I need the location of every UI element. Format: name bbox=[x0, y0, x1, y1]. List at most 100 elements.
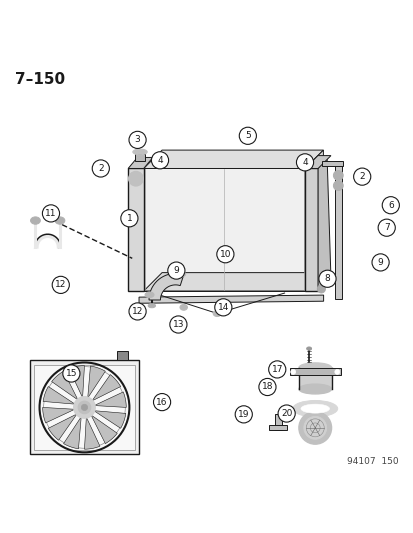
Circle shape bbox=[78, 401, 90, 414]
Circle shape bbox=[332, 181, 342, 190]
Circle shape bbox=[92, 160, 109, 177]
Polygon shape bbox=[91, 415, 117, 443]
Circle shape bbox=[278, 405, 294, 422]
Polygon shape bbox=[143, 272, 323, 291]
Text: 9: 9 bbox=[173, 266, 179, 275]
Circle shape bbox=[129, 303, 146, 320]
Polygon shape bbox=[128, 168, 143, 291]
Circle shape bbox=[129, 131, 146, 149]
Polygon shape bbox=[143, 150, 323, 168]
Polygon shape bbox=[139, 295, 323, 303]
Circle shape bbox=[74, 397, 95, 418]
Text: 7–150: 7–150 bbox=[15, 72, 65, 87]
Text: 15: 15 bbox=[66, 369, 77, 378]
Polygon shape bbox=[92, 375, 120, 401]
Polygon shape bbox=[135, 154, 145, 161]
Text: 6: 6 bbox=[387, 201, 393, 209]
Polygon shape bbox=[88, 366, 105, 398]
Circle shape bbox=[296, 154, 313, 171]
Circle shape bbox=[318, 270, 335, 287]
Polygon shape bbox=[30, 360, 138, 455]
Polygon shape bbox=[275, 414, 281, 430]
Text: 5: 5 bbox=[244, 131, 250, 140]
Text: 13: 13 bbox=[172, 320, 184, 329]
Ellipse shape bbox=[298, 384, 331, 394]
Circle shape bbox=[128, 171, 143, 186]
Circle shape bbox=[121, 209, 138, 227]
Circle shape bbox=[63, 365, 80, 382]
Circle shape bbox=[151, 152, 168, 169]
Polygon shape bbox=[128, 157, 152, 168]
Text: 7: 7 bbox=[383, 223, 389, 232]
Polygon shape bbox=[94, 410, 126, 429]
Polygon shape bbox=[317, 156, 330, 291]
Circle shape bbox=[169, 316, 187, 333]
Polygon shape bbox=[304, 150, 323, 291]
Ellipse shape bbox=[133, 149, 147, 155]
Polygon shape bbox=[69, 366, 84, 398]
Text: 10: 10 bbox=[219, 250, 230, 259]
Text: 2: 2 bbox=[358, 172, 364, 181]
Polygon shape bbox=[117, 351, 128, 360]
Circle shape bbox=[81, 404, 88, 410]
Polygon shape bbox=[84, 417, 100, 449]
Circle shape bbox=[52, 276, 69, 294]
Circle shape bbox=[377, 219, 394, 236]
Circle shape bbox=[235, 406, 252, 423]
Circle shape bbox=[290, 369, 295, 374]
Ellipse shape bbox=[55, 217, 65, 224]
Text: 3: 3 bbox=[134, 135, 140, 144]
Polygon shape bbox=[143, 168, 304, 291]
Text: 12: 12 bbox=[132, 307, 143, 316]
Polygon shape bbox=[94, 392, 126, 407]
Text: 1: 1 bbox=[126, 214, 132, 223]
Circle shape bbox=[332, 171, 342, 180]
Circle shape bbox=[42, 205, 59, 222]
Circle shape bbox=[167, 262, 185, 279]
Ellipse shape bbox=[145, 292, 154, 297]
Polygon shape bbox=[34, 365, 134, 450]
Polygon shape bbox=[43, 386, 75, 404]
Polygon shape bbox=[269, 425, 287, 430]
Polygon shape bbox=[304, 156, 330, 168]
Text: 12: 12 bbox=[55, 280, 66, 289]
Polygon shape bbox=[298, 368, 331, 389]
Circle shape bbox=[214, 299, 231, 316]
Circle shape bbox=[303, 416, 326, 439]
Text: 16: 16 bbox=[156, 398, 167, 407]
Ellipse shape bbox=[148, 304, 155, 308]
Polygon shape bbox=[304, 168, 317, 291]
Circle shape bbox=[258, 378, 275, 395]
Circle shape bbox=[334, 369, 339, 374]
Polygon shape bbox=[289, 368, 340, 375]
Text: 18: 18 bbox=[261, 383, 273, 392]
Circle shape bbox=[371, 254, 388, 271]
Polygon shape bbox=[149, 273, 183, 300]
Ellipse shape bbox=[176, 271, 185, 277]
Polygon shape bbox=[48, 414, 77, 440]
Text: 17: 17 bbox=[271, 365, 282, 374]
Circle shape bbox=[316, 285, 325, 293]
Ellipse shape bbox=[213, 310, 221, 317]
Text: 11: 11 bbox=[45, 209, 57, 218]
Circle shape bbox=[239, 127, 256, 144]
Circle shape bbox=[381, 197, 399, 214]
Polygon shape bbox=[64, 417, 81, 449]
Ellipse shape bbox=[306, 347, 311, 350]
Text: 9: 9 bbox=[377, 258, 382, 267]
Polygon shape bbox=[52, 371, 78, 400]
Ellipse shape bbox=[300, 404, 329, 413]
Circle shape bbox=[268, 361, 285, 378]
Circle shape bbox=[216, 246, 233, 263]
Polygon shape bbox=[334, 161, 341, 299]
Text: 4: 4 bbox=[157, 156, 162, 165]
Ellipse shape bbox=[298, 363, 331, 373]
Text: 2: 2 bbox=[98, 164, 103, 173]
Text: 4: 4 bbox=[301, 158, 307, 167]
Ellipse shape bbox=[31, 217, 40, 224]
Text: 8: 8 bbox=[324, 274, 330, 283]
Text: 94107  150: 94107 150 bbox=[347, 457, 398, 466]
Text: 14: 14 bbox=[217, 303, 228, 312]
Polygon shape bbox=[321, 161, 342, 166]
Ellipse shape bbox=[292, 400, 337, 417]
